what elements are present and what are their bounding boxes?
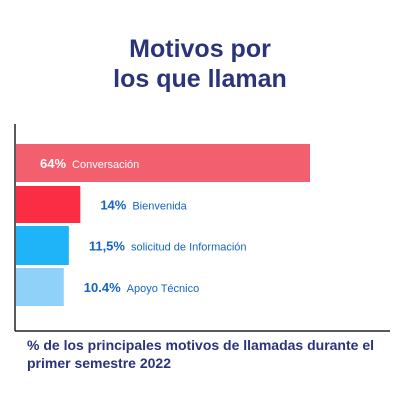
bar-3 — [16, 226, 69, 265]
bar-value-2: 14% — [100, 198, 126, 213]
bar-1 — [16, 144, 310, 182]
chart-title-line-1: Motivos por — [129, 35, 271, 63]
bar-category-4: Apoyo Técnico — [127, 283, 200, 295]
bar-label-1: 64% Conversación — [40, 156, 139, 171]
chart-title-line-2: los que llaman — [113, 65, 287, 93]
bar-category-3: solicitud de Información — [131, 242, 247, 254]
bars-group: 64% Conversación 14% Bienvenida 11,5% solicit… — [16, 144, 310, 306]
bar-2 — [16, 186, 81, 223]
bar-label-3: 11,5% solicitud de Información — [89, 239, 247, 254]
bar-category-2: Bienvenida — [132, 201, 187, 213]
bar-label-2: 14% Bienvenida — [100, 198, 187, 213]
chart-title: Motivos por los que llaman — [0, 34, 400, 94]
bar-value-1: 64% — [40, 156, 66, 171]
chart-footnote: % de los principales motivos de llamadas… — [27, 337, 374, 371]
bar-category-1: Conversación — [72, 159, 139, 171]
bar-4 — [16, 268, 64, 306]
bar-label-4: 10.4% Apoyo Técnico — [84, 280, 199, 295]
bar-value-4: 10.4% — [84, 280, 121, 295]
bar-value-3: 11,5% — [89, 239, 126, 254]
